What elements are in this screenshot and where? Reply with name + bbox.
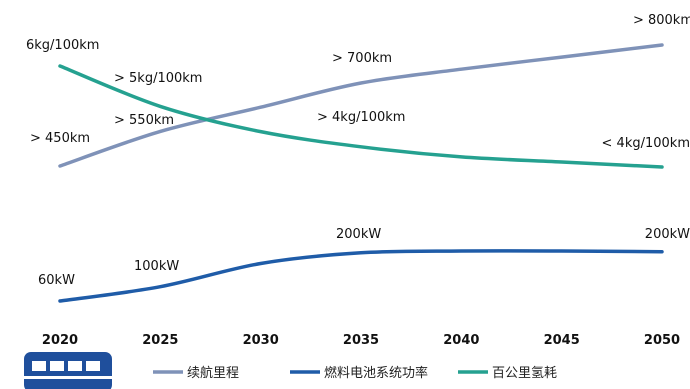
data-label: 60kW xyxy=(38,273,75,288)
series-lines xyxy=(58,43,664,303)
data-label: 200kW xyxy=(645,227,690,242)
data-label: > 550km xyxy=(114,113,174,128)
x-tick-label: 2050 xyxy=(644,333,680,348)
data-label: 200kW xyxy=(336,227,381,242)
bus-icon xyxy=(24,352,112,389)
annotations: > 450km > 550km > 700km > 800km 60kW 100kW 200… xyxy=(26,13,690,288)
legend: 续航里程 燃料电池系统功率 百公里氢耗 xyxy=(153,365,557,381)
data-label: < 4kg/100km xyxy=(602,136,690,151)
x-tick-label: 2045 xyxy=(544,333,580,348)
legend-label: 续航里程 xyxy=(187,365,239,381)
data-label: > 5kg/100km xyxy=(114,71,202,86)
data-label: > 800km xyxy=(633,13,690,28)
x-tick-label: 2025 xyxy=(142,333,178,348)
x-tick-label: 2030 xyxy=(243,333,279,348)
legend-label: 燃料电池系统功率 xyxy=(324,365,428,381)
legend-label: 百公里氢耗 xyxy=(492,366,557,381)
x-tick-label: 2035 xyxy=(343,333,379,348)
x-axis-ticks: 2020 2025 2030 2035 2040 2045 2050 xyxy=(42,333,680,348)
series-line-1 xyxy=(58,43,664,168)
x-tick-label: 2020 xyxy=(42,333,78,348)
data-label: > 700km xyxy=(332,51,392,66)
series-line-3 xyxy=(58,64,664,169)
data-label: 6kg/100km xyxy=(26,38,99,53)
series-line-2 xyxy=(58,249,664,303)
data-label: > 450km xyxy=(30,131,90,146)
data-label: 100kW xyxy=(134,259,179,274)
data-label: > 4kg/100km xyxy=(317,110,405,125)
x-tick-label: 2040 xyxy=(443,333,479,348)
